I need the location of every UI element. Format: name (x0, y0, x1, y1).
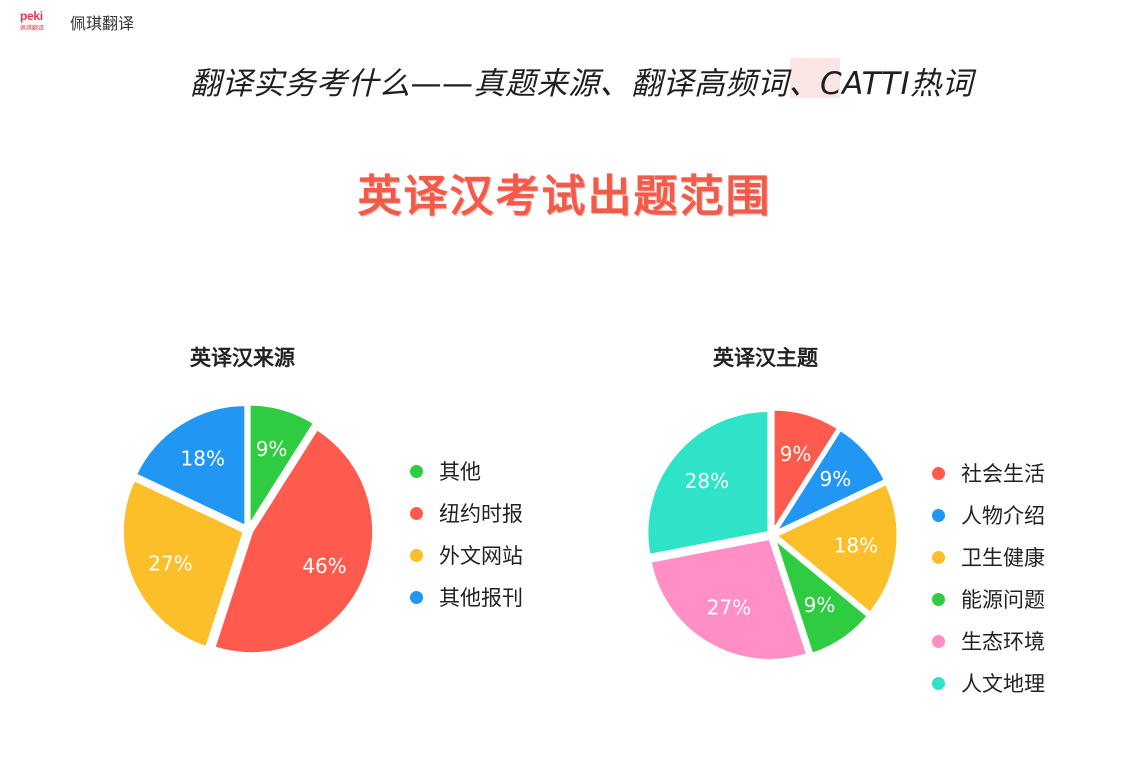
legend-dot (410, 548, 423, 562)
pie-title-topic: 英译汉主题 (713, 346, 818, 370)
legend-dot (410, 590, 423, 604)
legend-item-1-3: 能源问题 (932, 578, 1045, 620)
pie-slice-1-0 (771, 407, 841, 537)
legend-item-1-2: 卫生健康 (932, 536, 1045, 578)
legend-dot (932, 676, 945, 690)
legend-item-0-0: 其他 (410, 450, 523, 492)
legend-dot (932, 466, 945, 480)
pie-slice-label-1-1: 9% (820, 467, 852, 491)
pie-slice-0-3 (133, 403, 248, 529)
pie-slice-label-1-5: 28% (685, 469, 729, 493)
logo-subtext: 佩琪翻译 (20, 25, 45, 32)
pie-slice-label-0-0: 9% (256, 437, 288, 461)
pie-slice-1-2 (773, 481, 900, 616)
legend-topic: 社会生活人物介绍卫生健康能源问题生态环境人文地理 (932, 452, 1045, 704)
legend-label: 生态环境 (961, 630, 1045, 654)
legend-item-1-5: 人文地理 (932, 662, 1045, 704)
pie-slice-label-0-2: 27% (148, 552, 192, 576)
brand-name: 佩琪翻译 (70, 14, 135, 33)
legend-label: 人文地理 (961, 672, 1045, 696)
pie-slice-1-3 (771, 533, 871, 657)
pie-title-source: 英译汉来源 (190, 346, 295, 370)
legend-item-0-2: 外文网站 (410, 534, 523, 576)
pie-slice-1-4 (648, 536, 810, 662)
header-bar: peki 佩琪翻译 佩琪翻译 (0, 0, 1129, 44)
legend-label: 人物介绍 (961, 504, 1045, 528)
video-title: 翻译实务考什么——真题来源、翻译高频词、CATTI热词 (190, 66, 974, 102)
legend-label: 其他报刊 (439, 586, 523, 610)
pie-slice-0-1 (212, 426, 376, 656)
legend-label: 其他 (439, 460, 481, 484)
legend-dot (932, 592, 945, 606)
pie-slice-label-0-3: 18% (180, 447, 224, 471)
legend-dot (410, 506, 423, 520)
legend-label: 外文网站 (439, 544, 523, 568)
pie-slice-1-5 (645, 408, 771, 558)
pie-slice-label-1-0: 9% (780, 442, 812, 466)
legend-label: 社会生活 (961, 462, 1045, 486)
legend-dot (932, 550, 945, 564)
pie-slice-label-1-2: 18% (834, 534, 878, 558)
legend-item-0-1: 纽约时报 (410, 492, 523, 534)
legend-item-1-0: 社会生活 (932, 452, 1045, 494)
pie-slice-0-0 (247, 402, 317, 532)
title-highlight-mark (790, 58, 840, 98)
legend-source: 其他纽约时报外文网站其他报刊 (410, 450, 523, 618)
legend-dot (932, 508, 945, 522)
pie-slice-label-1-3: 9% (804, 593, 836, 617)
legend-dot (410, 464, 423, 478)
pie-slice-label-0-1: 46% (302, 554, 346, 578)
legend-item-1-4: 生态环境 (932, 620, 1045, 662)
logo-text: peki (20, 9, 43, 23)
legend-label: 卫生健康 (961, 546, 1045, 570)
pie-chart-source: 9% 46% 27% 18% (120, 402, 376, 656)
legend-item-1-1: 人物介绍 (932, 494, 1045, 536)
legend-dot (932, 634, 945, 648)
pie-chart-topic: 9% 9% 18% 9% 27% 28% (645, 407, 900, 662)
pie-slice-0-2 (120, 477, 247, 650)
legend-label: 纽约时报 (439, 502, 523, 526)
pie-slice-label-1-4: 27% (707, 596, 751, 620)
slide-title: 英译汉考试出题范围 (357, 171, 772, 222)
pie-slice-1-1 (770, 427, 888, 536)
legend-label: 能源问题 (961, 588, 1045, 612)
peki-logo: peki 佩琪翻译 (20, 9, 50, 33)
legend-item-0-3: 其他报刊 (410, 576, 523, 618)
